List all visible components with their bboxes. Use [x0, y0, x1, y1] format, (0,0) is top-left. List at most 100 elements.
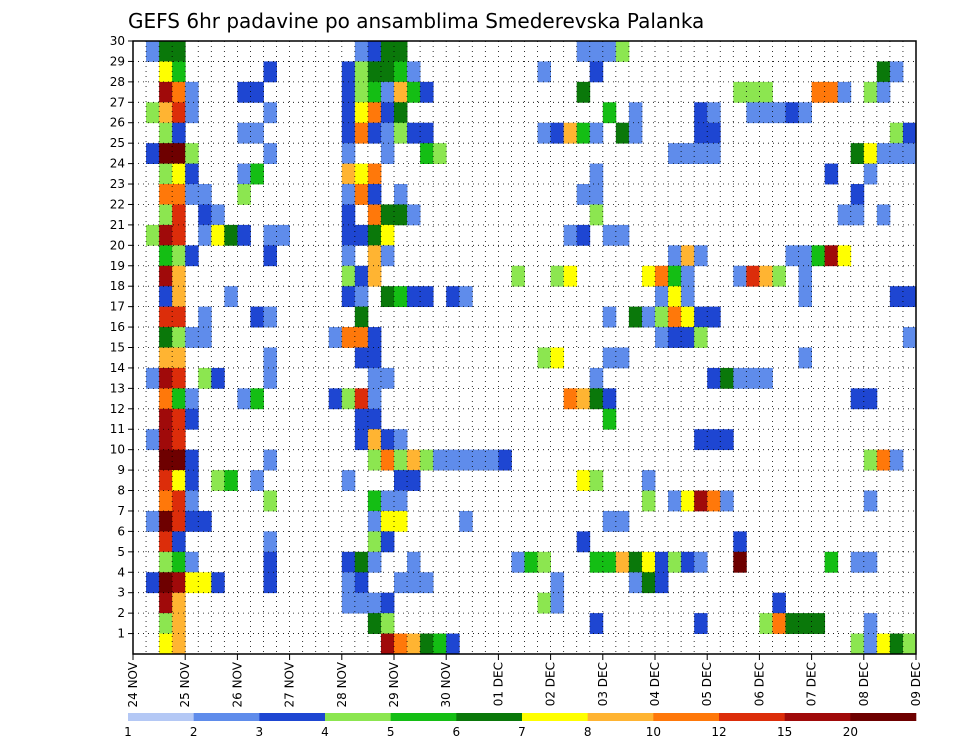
heat-cell	[407, 470, 421, 491]
heat-cell	[263, 347, 277, 369]
heat-cell	[589, 470, 604, 491]
x-tick-label: 28 NOV	[335, 661, 349, 707]
y-tick-label: 7	[117, 504, 125, 518]
heat-cell	[668, 551, 682, 573]
heat-cell	[172, 61, 186, 83]
y-tick-label: 19	[110, 259, 125, 273]
heat-cell	[707, 102, 721, 124]
heat-cell	[172, 470, 186, 491]
heat-cell	[459, 286, 473, 308]
heat-cell	[798, 265, 812, 287]
heat-cell	[615, 347, 630, 369]
heat-cell	[576, 224, 591, 246]
heat-cell	[694, 551, 708, 573]
heat-cell	[354, 163, 369, 185]
heat-cell	[420, 572, 434, 594]
heat-cell	[354, 327, 369, 348]
y-tick-label: 18	[110, 279, 125, 293]
heat-cell	[902, 286, 917, 308]
heat-cell	[407, 449, 421, 471]
heat-cell	[746, 265, 760, 287]
heat-cell	[237, 224, 251, 246]
heat-cell	[537, 551, 551, 573]
heat-cell	[394, 102, 408, 124]
heat-cell	[889, 143, 904, 164]
heat-cell	[159, 531, 173, 553]
heat-cell	[367, 408, 382, 430]
heat-cell	[707, 429, 721, 451]
heat-cell	[798, 102, 812, 124]
heat-cell	[407, 81, 421, 103]
heat-cell	[159, 470, 173, 491]
heat-cell	[889, 286, 904, 308]
heat-cell	[850, 143, 865, 164]
y-tick-label: 6	[117, 524, 125, 538]
heat-cell	[668, 265, 682, 287]
heat-cell	[576, 81, 591, 103]
heat-cell	[354, 102, 369, 124]
heat-cell	[354, 306, 369, 328]
heat-cell	[563, 224, 578, 246]
heat-cell	[863, 143, 878, 164]
heat-cell	[172, 265, 186, 287]
heat-cell	[198, 327, 212, 348]
legend-label: 12	[711, 725, 726, 739]
y-tick-label: 9	[117, 463, 125, 477]
heat-cell	[185, 572, 199, 594]
heat-cell	[185, 388, 199, 410]
heat-cell	[380, 490, 395, 512]
heat-cell	[172, 449, 186, 471]
heat-cell	[876, 449, 891, 471]
heat-cell	[159, 122, 173, 144]
heat-cell	[146, 224, 160, 246]
heat-cell	[159, 265, 173, 287]
y-tick-label: 28	[110, 75, 125, 89]
heat-cell	[250, 122, 264, 144]
heat-cell	[550, 347, 565, 369]
heat-cell	[172, 490, 186, 512]
heat-cell	[172, 531, 186, 553]
heat-cell	[681, 551, 695, 573]
heat-cell	[824, 163, 839, 185]
y-tick-label: 21	[110, 218, 125, 232]
y-tick-label: 24	[110, 157, 125, 171]
heat-cell	[263, 449, 277, 471]
heat-cell	[407, 204, 421, 226]
heat-cell	[211, 224, 225, 246]
heat-cell	[367, 163, 382, 185]
heat-cell	[185, 102, 199, 124]
x-tick-label: 05 DEC	[700, 662, 714, 706]
heat-cell	[681, 265, 695, 287]
heat-cell	[694, 122, 708, 144]
heat-cell	[159, 367, 173, 389]
heat-cell	[198, 184, 212, 205]
heat-cell	[185, 143, 199, 164]
legend-swatch	[587, 713, 654, 721]
y-tick-label: 27	[110, 95, 125, 109]
heat-cell	[380, 122, 395, 144]
heat-cell	[876, 81, 891, 103]
heat-cell	[341, 572, 356, 594]
heat-cell	[211, 367, 225, 389]
heat-cell	[367, 327, 382, 348]
x-tick-label: 08 DEC	[857, 662, 871, 706]
heat-cell	[746, 102, 760, 124]
heat-cell	[354, 286, 369, 308]
heat-cell	[367, 41, 382, 62]
heat-cell	[159, 41, 173, 62]
heat-cell	[172, 184, 186, 205]
heat-cell	[615, 122, 630, 144]
legend-label: 7	[518, 725, 526, 739]
heat-cell	[172, 510, 186, 532]
heat-cell	[354, 572, 369, 594]
heat-cell	[367, 224, 382, 246]
heat-cell	[876, 143, 891, 164]
heat-cell	[354, 81, 369, 103]
heat-cell	[354, 122, 369, 144]
heat-cell	[211, 204, 225, 226]
heat-cell	[367, 204, 382, 226]
heat-cell	[263, 102, 277, 124]
heat-cell	[615, 41, 630, 62]
heat-cell	[407, 551, 421, 573]
heat-cell	[681, 306, 695, 328]
